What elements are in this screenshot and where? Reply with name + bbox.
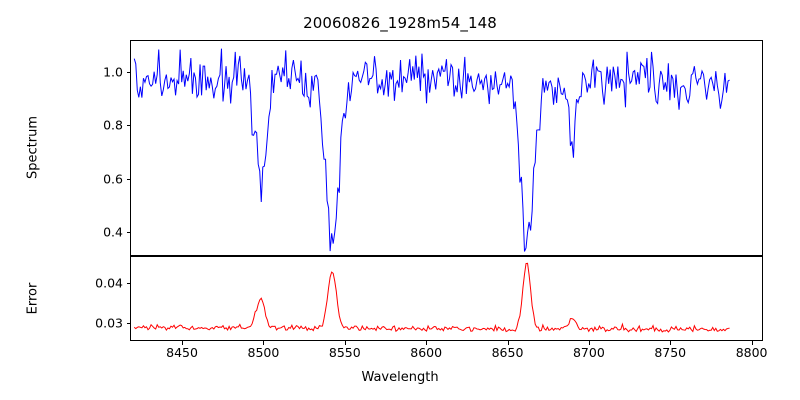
x-tick-mark — [344, 341, 346, 345]
x-tick-label: 8750 — [654, 345, 687, 360]
x-tick-mark — [588, 341, 590, 345]
x-tick-label: 8450 — [166, 345, 198, 360]
spectrum-y-axis-label: Spectrum — [25, 116, 41, 179]
x-tick-mark — [263, 341, 265, 345]
error-y-tick-mark — [126, 283, 130, 285]
figure-title: 20060826_1928m54_148 — [303, 14, 497, 32]
x-tick-label: 8500 — [247, 345, 280, 360]
spectrum-y-tick-mark — [126, 178, 130, 180]
error-axes — [130, 256, 763, 341]
x-tick-mark — [670, 341, 672, 345]
error-line — [134, 263, 729, 332]
error-plot-area — [131, 257, 762, 340]
x-tick-mark — [426, 341, 428, 345]
spectrum-y-tick-label: 0.4 — [103, 224, 123, 240]
error-y-tick-label: 0.04 — [95, 275, 123, 291]
x-tick-mark — [751, 341, 753, 345]
error-y-tick-label: 0.03 — [95, 315, 123, 331]
x-axis-label: Wavelength — [361, 370, 439, 385]
x-tick-mark — [182, 341, 184, 345]
spectrum-plot-area — [131, 41, 762, 255]
spectrum-axes — [130, 40, 763, 256]
x-tick-label: 8550 — [328, 345, 361, 360]
x-tick-label: 8800 — [735, 345, 768, 360]
x-tick-label: 8650 — [491, 345, 524, 360]
spectrum-y-tick-label: 0.8 — [103, 117, 123, 133]
spectrum-line — [134, 49, 729, 252]
error-y-axis-label: Error — [25, 282, 41, 315]
spectrum-y-tick-mark — [126, 72, 130, 73]
x-tick-label: 8600 — [410, 345, 443, 360]
spectrum-y-tick-label: 0.6 — [103, 171, 123, 187]
x-tick-mark — [507, 341, 509, 345]
x-tick-label: 8700 — [572, 345, 605, 360]
spectrum-y-tick-mark — [126, 125, 130, 127]
error-y-tick-mark — [126, 323, 130, 325]
spectrum-y-tick-label: 1.0 — [103, 64, 123, 80]
spectrum-y-tick-mark — [126, 232, 130, 233]
